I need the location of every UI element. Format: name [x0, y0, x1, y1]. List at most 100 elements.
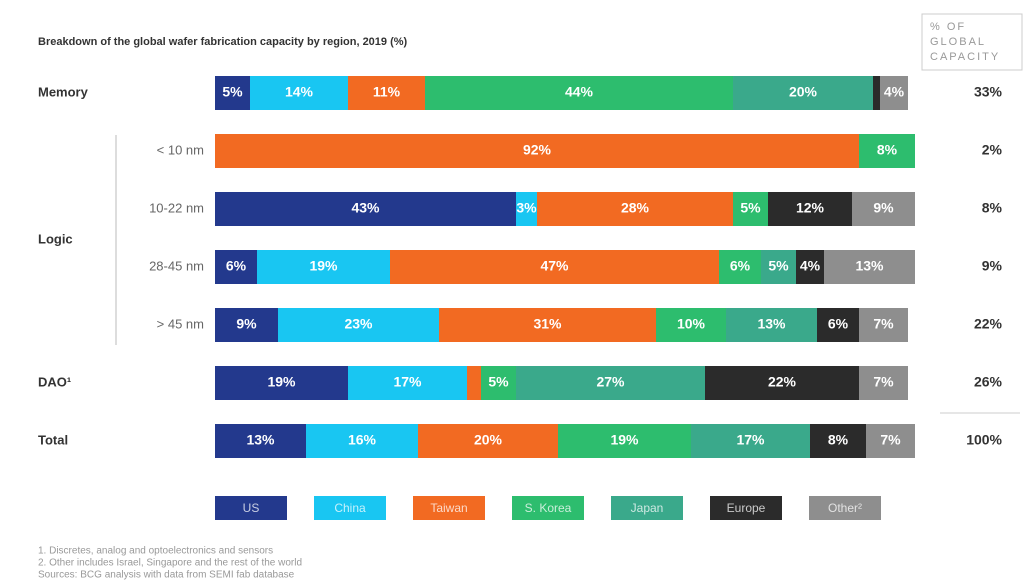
- data-label: 27%: [596, 374, 625, 390]
- share-label: 33%: [974, 84, 1003, 100]
- bar-segment: [278, 308, 439, 342]
- bar-segment: [691, 424, 810, 458]
- bar-segment: [733, 76, 873, 110]
- bar-segment: [348, 76, 425, 110]
- share-label: 8%: [982, 200, 1003, 216]
- share-header-box: [921, 13, 1023, 71]
- legend-label: Other²: [828, 501, 862, 515]
- data-label: 13%: [757, 316, 786, 332]
- category-label: Total: [38, 432, 68, 447]
- data-label: 31%: [533, 316, 562, 332]
- data-label: 9%: [873, 200, 894, 216]
- bar-segment: [866, 424, 915, 458]
- bar-segment: [348, 366, 467, 400]
- category-label: 10-22 nm: [149, 200, 204, 215]
- data-label: 19%: [267, 374, 296, 390]
- bar-segment: [705, 366, 859, 400]
- data-label: 4%: [884, 84, 905, 100]
- bar-segment: [873, 76, 880, 110]
- bar-segment: [215, 250, 257, 284]
- data-label: 43%: [351, 200, 380, 216]
- bar-segment: [719, 250, 761, 284]
- data-label: 19%: [610, 432, 639, 448]
- bar-segment: [215, 424, 306, 458]
- data-label: 5%: [740, 200, 761, 216]
- data-label: 92%: [523, 142, 552, 158]
- category-label: > 45 nm: [157, 316, 204, 331]
- legend-label: Europe: [727, 501, 766, 515]
- bar-segment: [859, 366, 908, 400]
- data-label: 8%: [828, 432, 849, 448]
- data-label: 7%: [880, 432, 901, 448]
- category-label: 28-45 nm: [149, 258, 204, 273]
- legend-swatch: [611, 496, 683, 520]
- bar-segment: [250, 76, 348, 110]
- bar-segment: [859, 134, 915, 168]
- legend-swatch: [512, 496, 584, 520]
- bar-segment: [859, 308, 908, 342]
- data-label: 12%: [796, 200, 825, 216]
- data-label: 5%: [222, 84, 243, 100]
- footnote: Sources: BCG analysis with data from SEM…: [38, 570, 295, 581]
- chart-title: Breakdown of the global wafer fabricatio…: [38, 36, 408, 48]
- category-label: Memory: [38, 84, 89, 99]
- bar-segment: [418, 424, 558, 458]
- bar-segment: [390, 250, 719, 284]
- bar-segment: [439, 308, 656, 342]
- share-header: CAPACITY: [930, 51, 1000, 63]
- data-label: 3%: [516, 200, 537, 216]
- data-label: 47%: [540, 258, 569, 274]
- data-label: 44%: [565, 84, 594, 100]
- data-label: 5%: [488, 374, 509, 390]
- data-label: 7%: [873, 316, 894, 332]
- data-label: 10%: [677, 316, 706, 332]
- data-label: 11%: [373, 84, 401, 100]
- legend-label: Taiwan: [430, 501, 467, 515]
- legend-swatch: [710, 496, 782, 520]
- bar-segment: [306, 424, 418, 458]
- category-label: < 10 nm: [157, 142, 204, 157]
- bar-segment: [726, 308, 817, 342]
- data-label: 20%: [474, 432, 503, 448]
- bar-segment: [880, 76, 908, 110]
- share-header: % OF: [930, 21, 966, 33]
- data-label: 6%: [828, 316, 849, 332]
- bar-segment: [481, 366, 516, 400]
- group-label: Logic: [38, 231, 73, 246]
- bar-segment: [537, 192, 733, 226]
- share-label: 26%: [974, 374, 1003, 390]
- share-label: 100%: [966, 432, 1002, 448]
- bar-segment: [810, 424, 866, 458]
- bar-segment: [215, 76, 250, 110]
- data-label: 9%: [236, 316, 257, 332]
- category-label: DAO¹: [38, 374, 71, 389]
- data-label: 6%: [730, 258, 751, 274]
- legend-label: S. Korea: [525, 501, 572, 515]
- legend-swatch: [314, 496, 386, 520]
- bar-segment: [257, 250, 390, 284]
- bar-segment: [215, 308, 278, 342]
- legend-label: US: [243, 501, 260, 515]
- bar-segment: [516, 366, 705, 400]
- data-label: 13%: [855, 258, 884, 274]
- data-label: 5%: [768, 258, 789, 274]
- bar-segment: [425, 76, 733, 110]
- data-label: 20%: [789, 84, 818, 100]
- bar-segment: [558, 424, 691, 458]
- bar-segment: [656, 308, 726, 342]
- footnote: 2. Other includes Israel, Singapore and …: [38, 558, 302, 569]
- data-label: 23%: [344, 316, 373, 332]
- data-label: 28%: [621, 200, 650, 216]
- bar-segment: [215, 134, 859, 168]
- bar-segment: [768, 192, 852, 226]
- bar-segment: [761, 250, 796, 284]
- legend-label: Japan: [631, 501, 664, 515]
- bar-segment: [467, 366, 481, 400]
- legend-swatch: [809, 496, 881, 520]
- data-label: 6%: [226, 258, 247, 274]
- bar-segment: [817, 308, 859, 342]
- bar-segment: [516, 192, 537, 226]
- bar-segment: [733, 192, 768, 226]
- data-label: 19%: [309, 258, 338, 274]
